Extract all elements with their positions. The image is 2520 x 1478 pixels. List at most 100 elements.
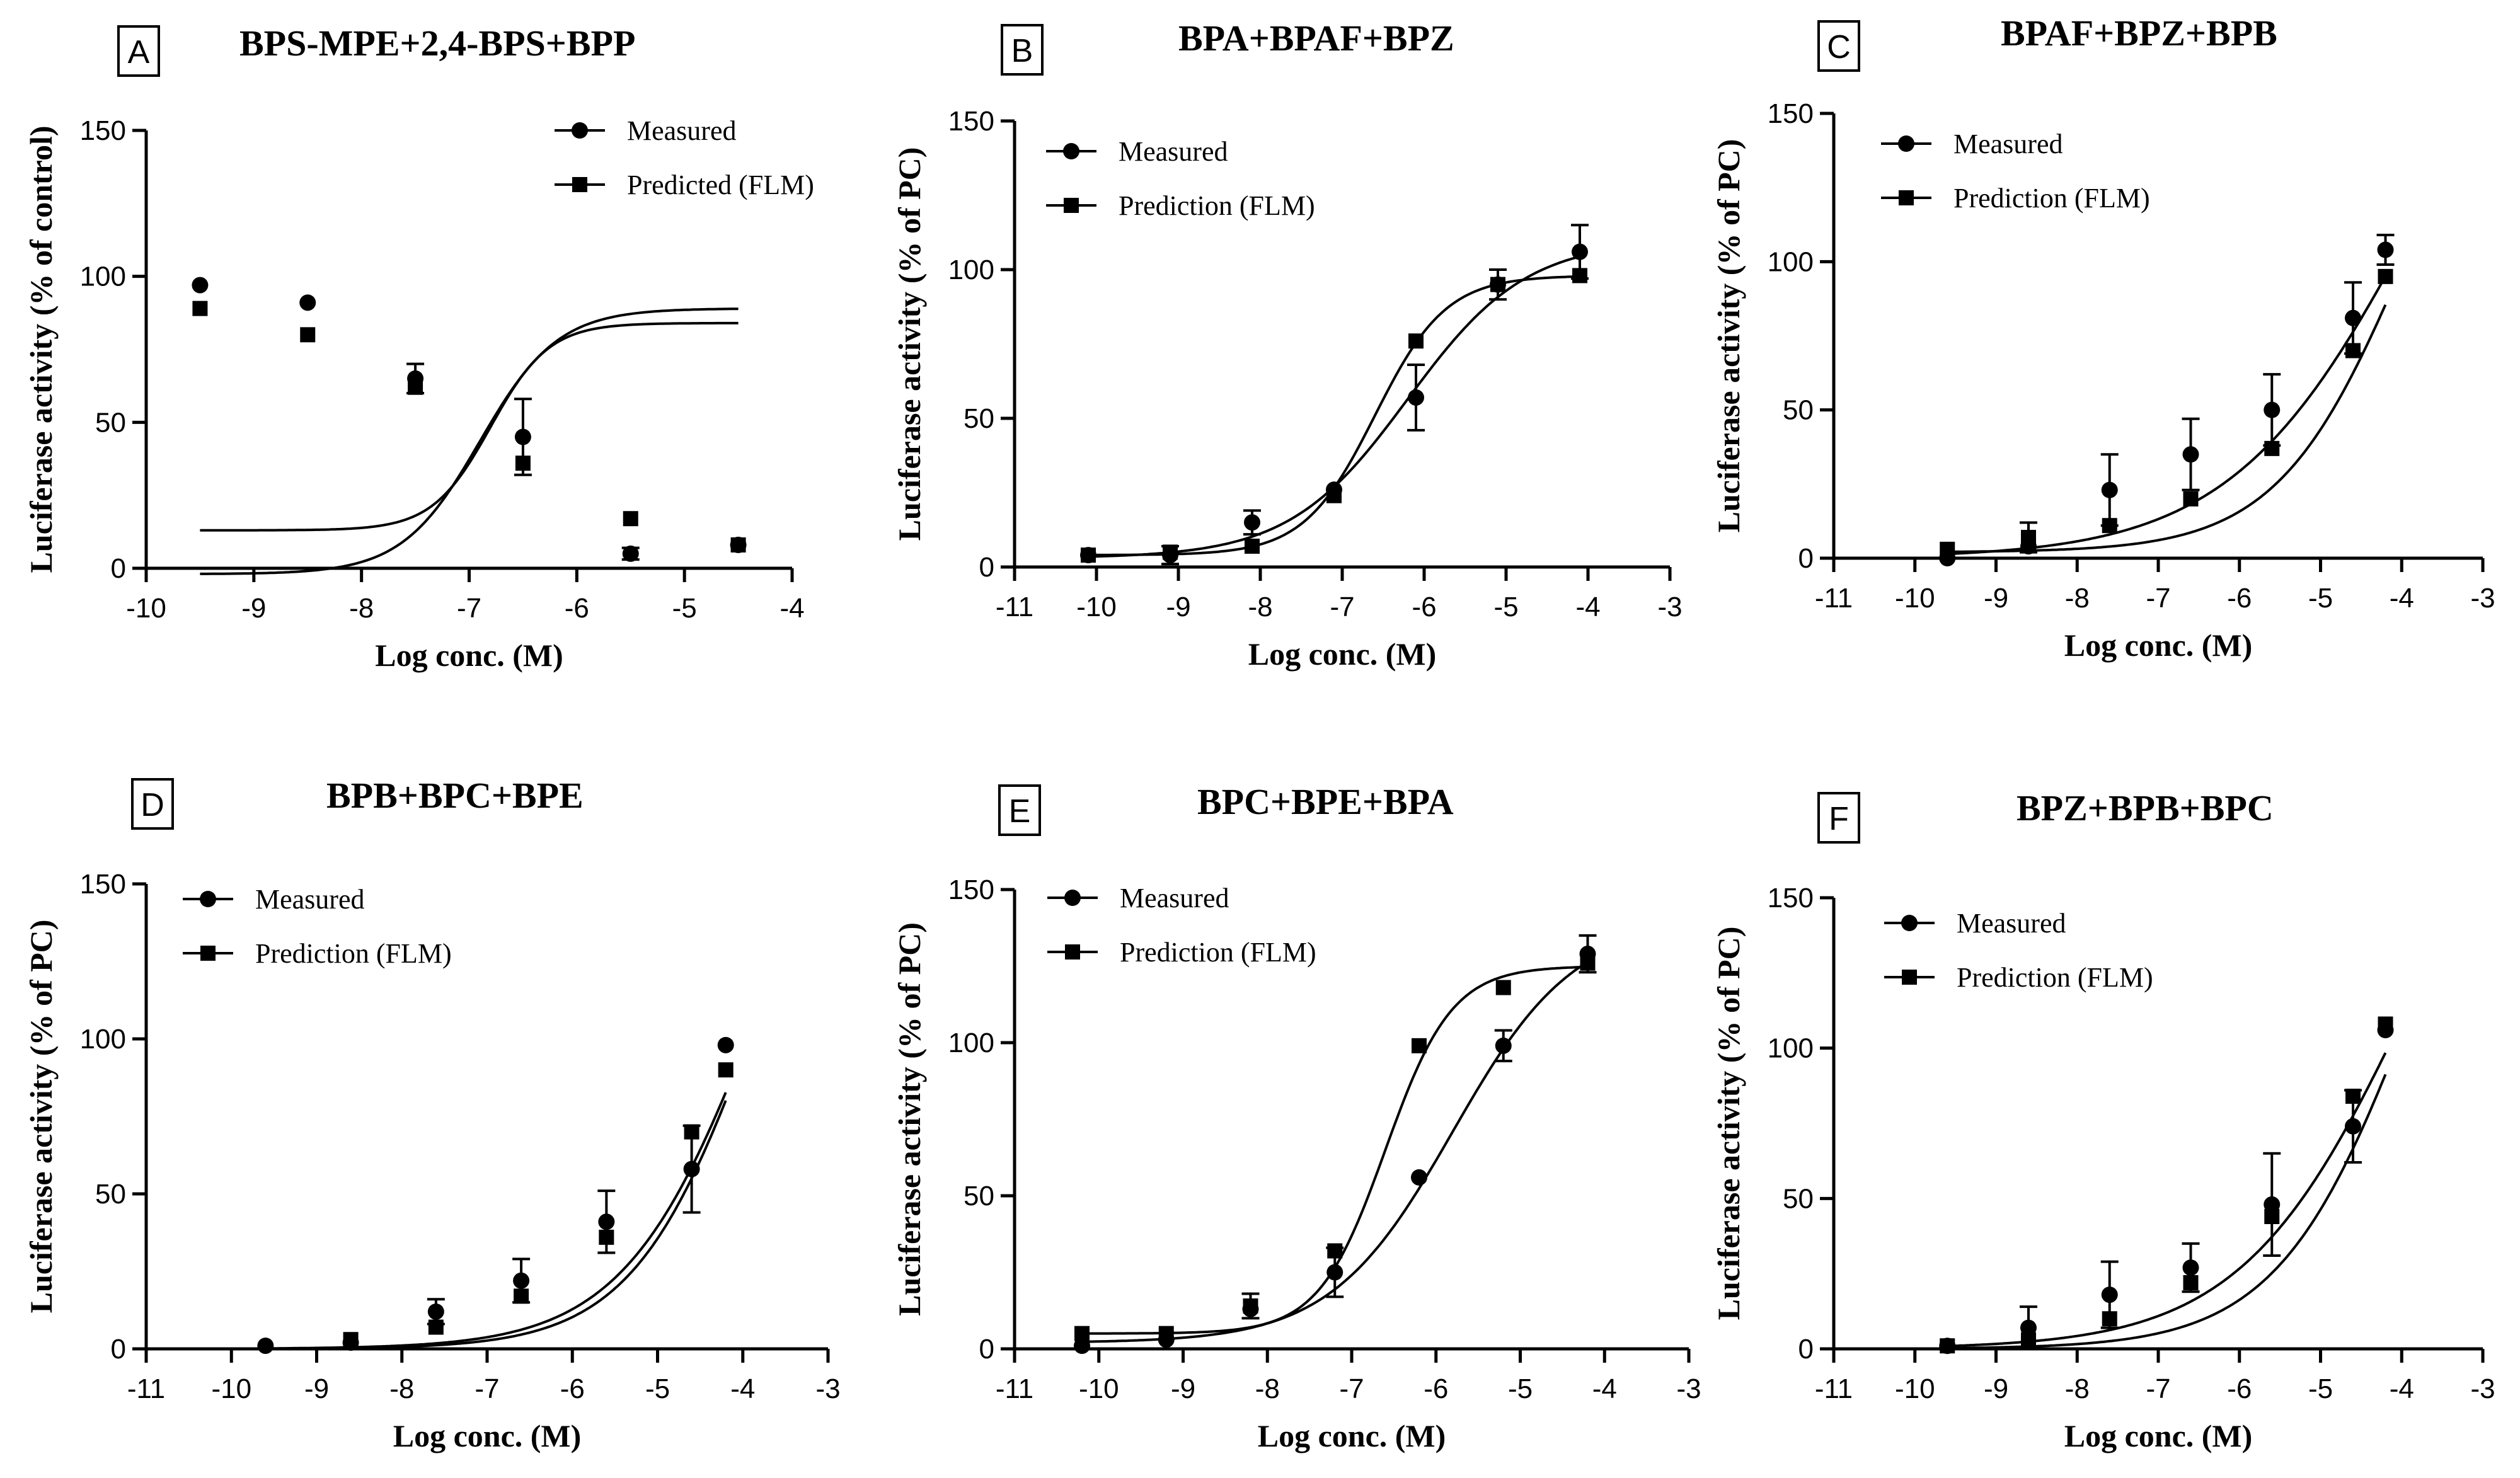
x-tick-label: -6 xyxy=(1424,1373,1448,1404)
data-point-predicted xyxy=(1158,1326,1174,1341)
legend-marker-circle xyxy=(1064,890,1081,906)
data-point-predicted xyxy=(718,1062,734,1078)
y-tick-label: 150 xyxy=(1768,883,1814,914)
data-point-measured xyxy=(1572,243,1588,260)
y-tick-label: 50 xyxy=(964,403,994,434)
series-measured: Measured xyxy=(1884,908,2394,1355)
panel-letter-box xyxy=(117,25,160,77)
data-point-predicted xyxy=(2264,1208,2280,1224)
data-point-measured xyxy=(622,545,639,562)
x-tick-label: -7 xyxy=(2146,583,2170,614)
x-tick-label: -11 xyxy=(996,592,1033,622)
data-point-predicted xyxy=(343,1332,359,1348)
data-point-measured xyxy=(257,1338,274,1355)
x-tick-label: -9 xyxy=(1166,592,1190,622)
x-tick-label: -11 xyxy=(996,1373,1033,1404)
data-point-predicted xyxy=(1412,1038,1427,1053)
data-point-predicted xyxy=(192,301,208,316)
panel-letter: A xyxy=(128,34,150,71)
fit-curve xyxy=(1088,275,1580,556)
x-tick-label: -3 xyxy=(2470,1373,2495,1404)
data-point-predicted xyxy=(1580,955,1596,971)
x-axis-label: Log conc. (M) xyxy=(1248,636,1437,672)
panel-d: D BPB+BPC+BPE 0 50 100 150 -11 -10 -9 -8 -7 -6 -5 -4 -… xyxy=(23,775,841,1453)
y-tick-label: 0 xyxy=(979,552,994,583)
x-tick-label: -3 xyxy=(1657,592,1682,622)
x-tick-label: -3 xyxy=(2470,583,2495,614)
panel-letter: E xyxy=(1009,793,1031,830)
y-tick-label: 150 xyxy=(80,869,126,900)
data-point-measured xyxy=(2264,1196,2281,1213)
legend-label: Measured xyxy=(1957,908,2066,939)
panel-f: F BPZ+BPB+BPC 0 50 100 150 -11 -10 -9 -8 -7 -6 -5 -4 -… xyxy=(1711,788,2495,1453)
data-point-measured xyxy=(683,1160,700,1177)
series-predicted: Prediction (FLM) xyxy=(183,938,734,1349)
y-tick-label: 150 xyxy=(948,874,994,905)
fit-curve xyxy=(1947,1052,2387,1348)
chart-title: BPAF+BPZ+BPB xyxy=(2001,13,2277,54)
series-measured: Measured xyxy=(183,884,734,1355)
legend-marker-circle xyxy=(1063,143,1079,159)
x-tick-label: -7 xyxy=(2146,1373,2170,1404)
data-point-measured xyxy=(2345,1118,2361,1135)
x-tick-label: -9 xyxy=(1171,1373,1195,1404)
x-tick-label: -11 xyxy=(1815,583,1853,614)
data-point-predicted xyxy=(515,455,531,471)
x-tick-label: -8 xyxy=(349,593,374,624)
x-tick-label: -4 xyxy=(780,593,804,624)
legend-label: Measured xyxy=(1120,883,1229,914)
x-tick-label: -10 xyxy=(1895,1373,1935,1404)
panel-letter: F xyxy=(1829,801,1849,837)
panel-letter: D xyxy=(141,787,164,823)
x-tick-label: -10 xyxy=(126,593,166,624)
data-point-measured xyxy=(1411,1169,1427,1186)
y-tick-label: 0 xyxy=(1798,543,1814,574)
panel-letter-box xyxy=(1001,24,1044,76)
x-tick-label: -5 xyxy=(2308,583,2333,614)
data-point-measured xyxy=(1244,514,1260,531)
y-tick-label: 100 xyxy=(948,255,994,285)
data-point-predicted xyxy=(2345,1089,2361,1104)
legend-label: Measured xyxy=(1119,136,1228,167)
fit-curve xyxy=(1947,304,2387,553)
x-tick-label: -10 xyxy=(1079,1373,1119,1404)
panel-a: A BPS-MPE+2,4-BPS+BPP 0 50 100 150 -10 -9 -8 -7 -6… xyxy=(23,23,814,673)
y-axis-label: Luciferase activity (% of PC) xyxy=(1711,927,1746,1320)
data-point-predicted xyxy=(1245,538,1260,554)
x-axis-label: Log conc. (M) xyxy=(2064,1418,2253,1453)
fit-curve xyxy=(1088,255,1580,558)
data-point-predicted xyxy=(599,1229,614,1245)
x-axis-label: Log conc. (M) xyxy=(375,638,563,673)
y-axis-label: Luciferase activity (% of PC) xyxy=(892,922,927,1316)
x-tick-label: -4 xyxy=(2390,1373,2414,1404)
fit-curve xyxy=(265,1092,727,1350)
series-predicted: Prediction (FLM) xyxy=(1881,183,2393,557)
legend-label: Prediction (FLM) xyxy=(255,938,452,969)
panel-e: E BPC+BPE+BPA 0 50 100 150 -11 -10 -9 -8 -7 -6 -5 -4 -… xyxy=(892,781,1701,1453)
chart-title: BPA+BPAF+BPZ xyxy=(1178,18,1454,59)
x-tick-label: -7 xyxy=(1330,592,1354,622)
legend-marker-square xyxy=(200,946,216,961)
y-tick-label: 0 xyxy=(111,1334,126,1365)
data-point-measured xyxy=(2101,1286,2118,1303)
fit-curve xyxy=(200,307,739,575)
y-tick-label: 50 xyxy=(95,1179,126,1210)
x-tick-label: -4 xyxy=(1592,1373,1617,1404)
x-tick-label: -6 xyxy=(560,1373,585,1404)
x-tick-label: -8 xyxy=(2065,1373,2090,1404)
data-point-measured xyxy=(514,428,531,445)
series-predicted: Prediction (FLM) xyxy=(1047,937,1596,1341)
legend-marker-circle xyxy=(1901,915,1918,931)
data-point-measured xyxy=(1495,1037,1512,1054)
data-point-predicted xyxy=(1081,547,1096,563)
x-tick-label: -6 xyxy=(2227,1373,2252,1404)
data-point-predicted xyxy=(1163,544,1178,560)
data-point-predicted xyxy=(684,1124,699,1140)
x-tick-label: -11 xyxy=(1815,1373,1853,1404)
data-point-measured xyxy=(2101,481,2118,498)
data-point-predicted xyxy=(2102,1311,2117,1327)
legend-label: Measured xyxy=(1953,129,2063,159)
x-tick-label: -5 xyxy=(1493,592,1518,622)
data-point-predicted xyxy=(300,327,316,343)
y-tick-label: 100 xyxy=(948,1028,994,1058)
